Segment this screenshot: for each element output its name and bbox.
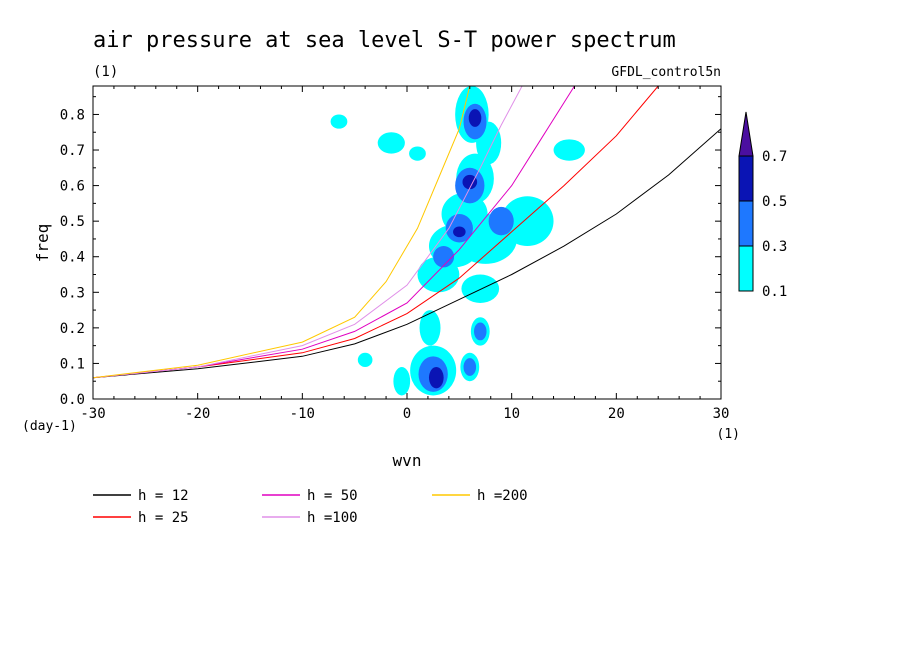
colorbar-swatch <box>738 245 754 292</box>
colorbar: 0.1 0.3 0.5 0.7 <box>738 111 787 300</box>
legend-label: h =200 <box>477 488 528 504</box>
model-label: GFDL_control5n <box>611 65 721 80</box>
contour-region <box>462 174 478 190</box>
legend-label: h = 25 <box>138 510 189 526</box>
x-tick-label: 20 <box>608 406 625 422</box>
y-tick-label: 0.0 <box>60 392 85 408</box>
contour-region <box>433 246 455 268</box>
colorbar-swatch <box>738 155 754 202</box>
colorbar-label: 0.5 <box>762 194 787 210</box>
curve-legend: h = 12 h = 25 h = 50 h =100 h =200 <box>93 488 528 526</box>
x-tick-label: -10 <box>290 406 315 422</box>
dispersion-curve <box>93 86 471 379</box>
contour-region <box>501 196 554 247</box>
contour-region <box>553 139 585 161</box>
y-tick-label: 0.8 <box>60 107 85 123</box>
contour-region <box>357 352 373 367</box>
contour-region <box>330 114 348 129</box>
contour-region <box>488 206 514 236</box>
contour-region <box>409 146 426 161</box>
x-tick-label: 0 <box>403 406 411 422</box>
x-tick-label: -30 <box>80 406 105 422</box>
y-tick-label: 0.1 <box>60 356 85 372</box>
contour-region <box>463 358 477 376</box>
y-tick-label: 0.2 <box>60 321 85 337</box>
x-tick-label: 30 <box>713 406 730 422</box>
contour-fill-layer <box>330 86 585 396</box>
chart-title: air pressure at sea level S-T power spec… <box>93 28 676 53</box>
colorbar-label: 0.7 <box>762 149 787 165</box>
plot-frame <box>92 85 722 400</box>
legend-label: h =100 <box>307 510 358 526</box>
x-tick-label: -20 <box>185 406 210 422</box>
dispersion-curve <box>93 86 523 379</box>
contour-region <box>468 109 482 127</box>
dispersion-curve <box>93 128 721 379</box>
legend-label: h = 50 <box>307 488 358 504</box>
x-axis-units: (1) <box>717 427 740 442</box>
y-tick-label: 0.4 <box>60 250 85 266</box>
colorbar-label: 0.3 <box>762 239 787 255</box>
contour-region <box>428 366 444 389</box>
x-axis-label: wvn <box>393 451 422 470</box>
contour-region <box>453 226 466 238</box>
y-axis-units: (day-1) <box>22 419 77 434</box>
colorbar-extension <box>738 111 754 157</box>
units-label: (1) <box>93 64 118 80</box>
y-tick-label: 0.5 <box>60 214 85 230</box>
legend-label: h = 12 <box>138 488 189 504</box>
contour-region <box>393 366 411 396</box>
dispersion-curve-layer <box>93 86 721 379</box>
contour-region <box>377 132 405 154</box>
contour-region <box>419 310 441 346</box>
y-tick-label: 0.7 <box>60 143 85 159</box>
colorbar-swatch <box>738 200 754 247</box>
y-axis-ticks: 0.0 0.1 0.2 0.3 0.4 0.5 0.6 0.7 0.8 <box>60 96 721 408</box>
colorbar-label: 0.1 <box>762 284 787 300</box>
y-axis-label: freq <box>33 224 52 263</box>
dispersion-curve <box>93 86 575 379</box>
contour-region <box>473 322 487 341</box>
dispersion-curve <box>93 86 659 379</box>
y-tick-label: 0.3 <box>60 285 85 301</box>
contour-region <box>461 274 500 303</box>
y-tick-label: 0.6 <box>60 179 85 195</box>
x-tick-label: 10 <box>503 406 520 422</box>
x-axis-ticks: -30 -20 -10 0 10 20 30 <box>80 86 729 422</box>
